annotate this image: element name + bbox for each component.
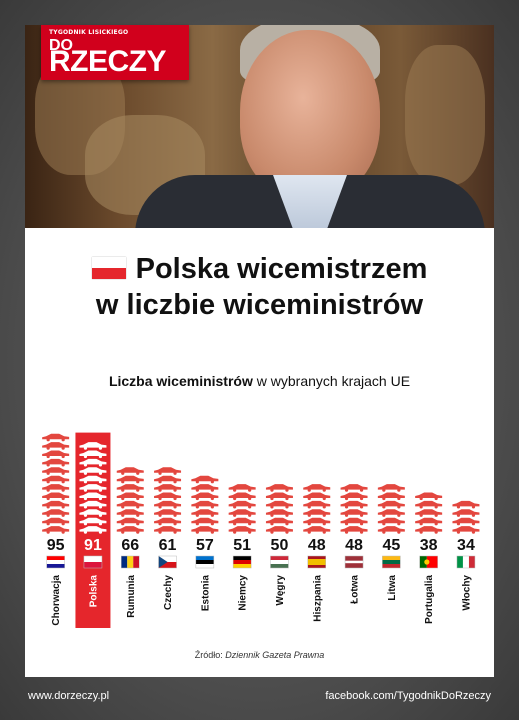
category-label: Łotwa <box>350 575 361 604</box>
bar-polska <box>79 442 107 534</box>
headline-line1: Polska wicemistrzem <box>135 253 428 285</box>
infographic-card: TYGODNIK LISICKIEGO DO RZECZY Polska wic… <box>25 25 494 677</box>
bar-niemcy <box>228 484 256 534</box>
logo-do: DO <box>49 37 73 54</box>
flag-polska-icon <box>83 555 103 569</box>
bar-portugalia <box>415 492 443 534</box>
flag-niemcy-icon <box>232 555 252 569</box>
value-label: 57 <box>196 537 214 554</box>
subtitle-bold: Liczba wiceministrów <box>108 373 253 389</box>
category-label: Węgry <box>275 575 286 606</box>
bar-chorwacja <box>42 433 70 534</box>
category-label: Włochy <box>461 575 472 611</box>
flag-węgry-icon <box>270 555 289 569</box>
poland-flag-icon <box>91 257 126 279</box>
value-label: 95 <box>47 537 65 554</box>
website-link[interactable]: www.dorzeczy.pl <box>28 690 110 702</box>
flag-portugalia-icon <box>419 555 438 569</box>
flag-czechy-icon <box>158 555 177 569</box>
category-label: Estonia <box>200 575 211 612</box>
category-label: Niemcy <box>238 575 249 611</box>
bar-węgry <box>265 484 293 534</box>
bar-rumunia <box>116 467 144 534</box>
subtitle-rest: w wybranych krajach UE <box>252 373 411 389</box>
value-label: 48 <box>308 537 326 554</box>
value-label: 48 <box>345 537 363 554</box>
headline-line2: w liczbie wiceministrów <box>95 289 424 321</box>
value-label: 61 <box>159 537 177 554</box>
category-label: Litwa <box>387 575 398 601</box>
category-label: Polska <box>88 575 99 608</box>
flag-rumunia-icon <box>121 555 140 569</box>
flag-estonia-icon <box>195 555 215 569</box>
value-label: 50 <box>271 537 289 554</box>
flag-włochy-icon <box>456 555 476 569</box>
bar-hiszpania <box>303 484 331 534</box>
bar-czechy <box>154 467 182 534</box>
chart-subtitle: Liczba wiceministrów w wybranych krajach… <box>25 373 494 389</box>
vice-ministers-chart: 95 Chorwacja 91 Polska 66 Rumunia 61 Czechy 57 Es… <box>42 432 480 628</box>
flag-litwa-icon <box>382 555 401 569</box>
flag-hiszpania-icon <box>307 555 326 569</box>
value-label: 51 <box>233 537 251 554</box>
source-prefix: Źródło: <box>194 650 226 660</box>
value-label: 45 <box>382 537 400 554</box>
source-note: Źródło: Dziennik Gazeta Prawna <box>25 650 494 660</box>
category-label: Chorwacja <box>51 575 62 626</box>
value-label: 66 <box>121 537 139 554</box>
headline: Polska wicemistrzem w liczbie wiceminist… <box>25 251 494 323</box>
value-label: 34 <box>457 537 475 554</box>
source-name: Dziennik Gazeta Prawna <box>225 650 325 660</box>
category-label: Hiszpania <box>312 575 323 622</box>
bar-litwa <box>377 484 405 534</box>
category-label: Rumunia <box>126 575 137 618</box>
bar-włochy <box>452 500 480 534</box>
value-label: 38 <box>420 537 438 554</box>
logo-rzeczy: RZECZY <box>49 45 167 78</box>
bar-estonia <box>191 475 219 534</box>
bar-łotwa <box>340 484 368 534</box>
value-label: 91 <box>84 537 102 554</box>
logo-tagline: TYGODNIK LISICKIEGO <box>49 29 129 36</box>
facebook-link[interactable]: facebook.com/TygodnikDoRzeczy <box>325 690 491 702</box>
category-label: Portugalia <box>424 575 435 624</box>
category-label: Czechy <box>163 575 174 610</box>
flag-łotwa-icon <box>344 555 364 569</box>
flag-chorwacja-icon <box>46 555 65 569</box>
brand-logo[interactable]: TYGODNIK LISICKIEGO DO RZECZY <box>41 25 189 80</box>
